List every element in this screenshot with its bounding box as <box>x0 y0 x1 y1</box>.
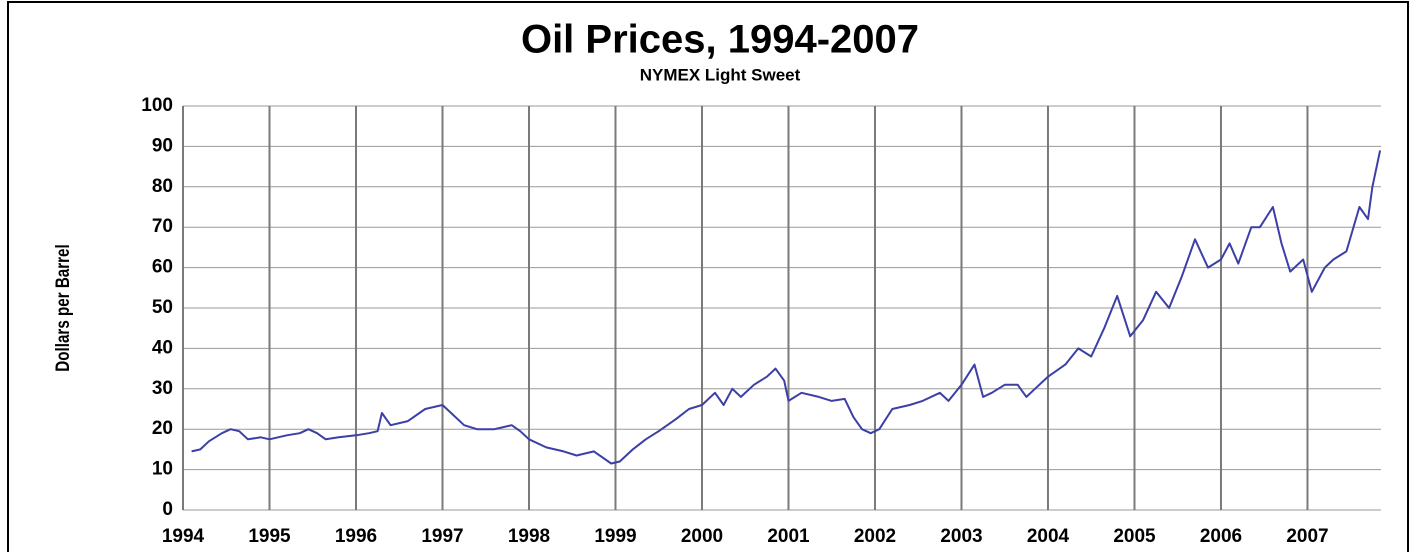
x-tick-label: 2000 <box>681 526 723 547</box>
chart-title: Oil Prices, 1994-2007 <box>521 18 919 62</box>
x-tick-label: 1997 <box>421 526 463 547</box>
y-tick-label: 50 <box>152 297 173 318</box>
y-tick-label: 20 <box>152 418 173 439</box>
y-tick-label: 100 <box>141 95 173 116</box>
y-tick-label: 70 <box>152 216 173 237</box>
x-tick-label: 1994 <box>162 526 205 547</box>
x-tick-label: 2001 <box>767 526 810 547</box>
x-tick-label: 1995 <box>248 526 291 547</box>
frame <box>7 1 1409 552</box>
x-tick-label: 1998 <box>508 526 550 547</box>
y-tick-label: 30 <box>152 378 173 399</box>
x-tick-label: 2007 <box>1286 526 1328 547</box>
y-tick-label: 60 <box>152 257 173 278</box>
y-tick-label: 0 <box>162 499 173 520</box>
y-axis-label: Dollars per Barrel <box>51 244 73 371</box>
x-tick-label: 1999 <box>594 526 636 547</box>
x-tick-label: 2003 <box>940 526 982 547</box>
x-tick-label: 2002 <box>854 526 896 547</box>
x-tick-label: 1996 <box>335 526 377 547</box>
x-tick-label: 2005 <box>1113 526 1156 547</box>
y-tick-label: 10 <box>152 459 173 480</box>
x-tick-label: 2004 <box>1027 526 1070 547</box>
x-tick-label: 2006 <box>1200 526 1242 547</box>
y-tick-label: 40 <box>152 337 173 358</box>
chart-subtitle: NYMEX Light Sweet <box>640 65 801 84</box>
y-tick-label: 90 <box>152 135 173 156</box>
price-line <box>191 150 1382 465</box>
y-tick-label: 80 <box>152 176 173 197</box>
